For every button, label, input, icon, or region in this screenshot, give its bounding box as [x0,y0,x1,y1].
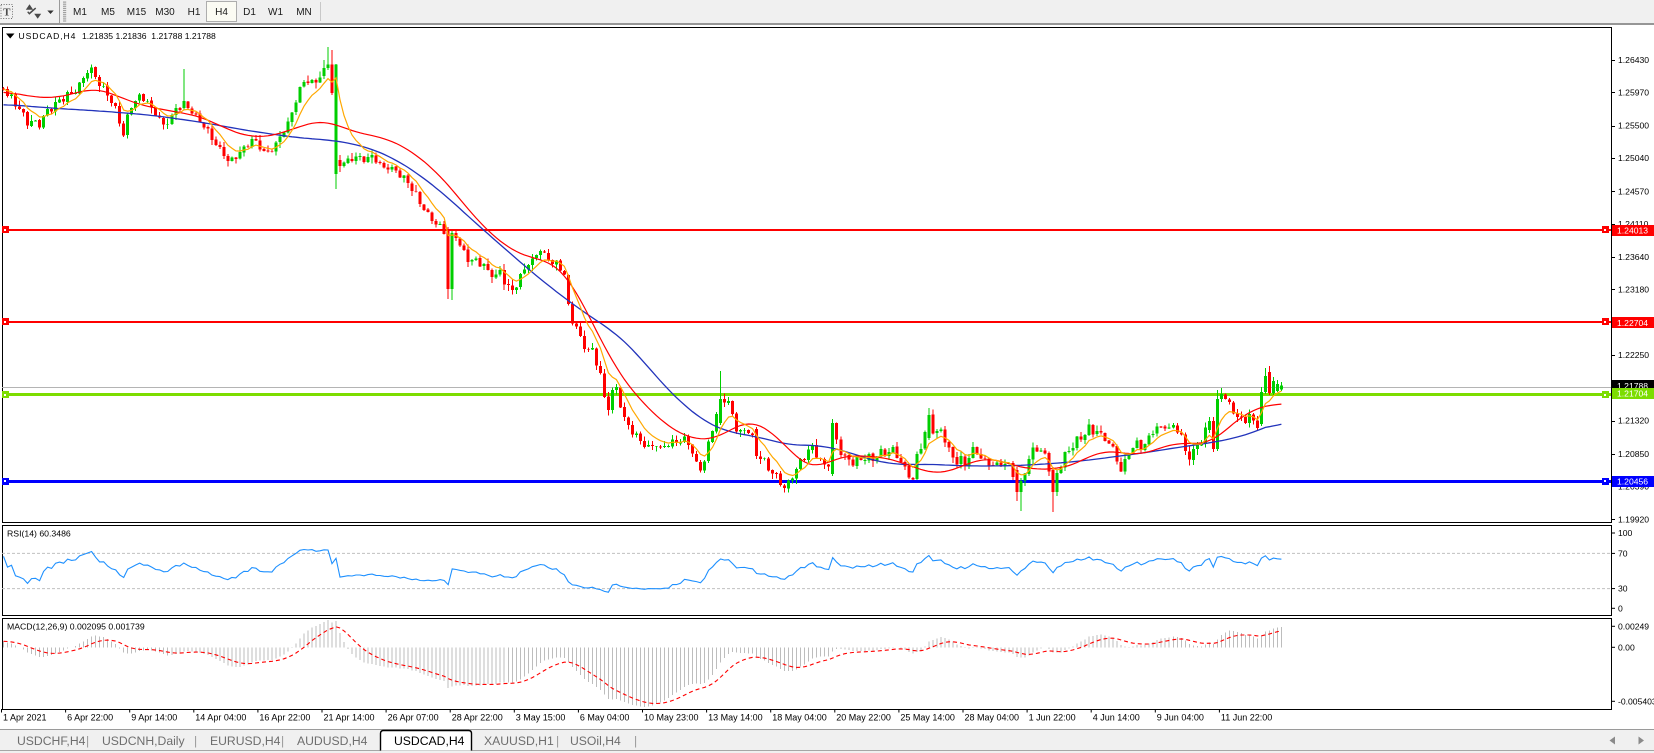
svg-text:USDCAD,H4: USDCAD,H4 [19,31,77,41]
svg-text:11 Jun 22:00: 11 Jun 22:00 [1221,713,1272,723]
svg-text:70: 70 [1618,549,1628,559]
svg-text:1.21320: 1.21320 [1618,416,1649,426]
svg-text:1.21788: 1.21788 [1617,381,1648,391]
svg-text:3 May 15:00: 3 May 15:00 [516,713,566,723]
svg-text:XAUUSD,H1: XAUUSD,H1 [484,734,554,748]
svg-text:1.23640: 1.23640 [1618,252,1649,262]
svg-text:1.25500: 1.25500 [1618,121,1649,131]
svg-text:AUDUSD,H4: AUDUSD,H4 [297,734,368,748]
svg-text:|: | [556,734,559,748]
svg-text:|: | [281,734,284,748]
svg-text:USDCNH,Daily: USDCNH,Daily [102,734,186,748]
svg-text:26 Apr 07:00: 26 Apr 07:00 [388,713,439,723]
svg-text:10 May 23:00: 10 May 23:00 [644,713,699,723]
svg-text:0.00: 0.00 [1618,642,1635,652]
svg-text:|: | [194,734,197,748]
svg-text:9 Apr 14:00: 9 Apr 14:00 [131,713,177,723]
svg-text:M15: M15 [127,7,147,18]
svg-text:H1: H1 [188,7,201,18]
svg-text:USDCAD,H4: USDCAD,H4 [394,734,465,748]
svg-text:1.24013: 1.24013 [1617,226,1648,236]
svg-text:1.22704: 1.22704 [1617,318,1648,328]
svg-text:T: T [3,7,11,19]
svg-text:USOil,H4: USOil,H4 [570,734,621,748]
svg-text:20 May 22:00: 20 May 22:00 [836,713,891,723]
svg-text:6 May 04:00: 6 May 04:00 [580,713,630,723]
svg-text:|: | [86,734,89,748]
svg-text:25 May 14:00: 25 May 14:00 [900,713,955,723]
svg-text:1.22250: 1.22250 [1618,350,1649,360]
svg-text:0: 0 [1618,603,1623,613]
svg-text:MACD(12,26,9) 0.002095 0.00173: MACD(12,26,9) 0.002095 0.001739 [7,622,145,632]
svg-text:H4: H4 [215,7,228,18]
svg-text:1.20456: 1.20456 [1617,477,1648,487]
svg-text:21 Apr 14:00: 21 Apr 14:00 [324,713,375,723]
svg-text:6 Apr 22:00: 6 Apr 22:00 [67,713,113,723]
svg-text:16 Apr 22:00: 16 Apr 22:00 [259,713,310,723]
svg-text:EURUSD,H4: EURUSD,H4 [210,734,281,748]
svg-text:18 May 04:00: 18 May 04:00 [772,713,827,723]
svg-text:0.00249: 0.00249 [1618,621,1649,631]
svg-text:1.23180: 1.23180 [1618,284,1649,294]
svg-text:W1: W1 [268,7,283,18]
svg-text:|: | [634,734,637,748]
svg-text:4 Jun 14:00: 4 Jun 14:00 [1093,713,1140,723]
svg-text:1.25970: 1.25970 [1618,87,1649,97]
svg-text:M5: M5 [101,7,115,18]
svg-text:1.21704: 1.21704 [1617,389,1648,399]
svg-text:M1: M1 [73,7,87,18]
svg-text:100: 100 [1618,528,1633,538]
svg-text:1.21835 1.21836 1.21788 1.217: 1.21835 1.21836 1.21788 1.21788 [82,31,216,41]
svg-text:1.25040: 1.25040 [1618,153,1649,163]
svg-text:1 Apr 2021: 1 Apr 2021 [3,713,47,723]
svg-text:28 Apr 22:00: 28 Apr 22:00 [452,713,503,723]
svg-text:-0.005403: -0.005403 [1618,696,1654,706]
svg-text:1.20850: 1.20850 [1618,449,1649,459]
svg-text:14 Apr 04:00: 14 Apr 04:00 [195,713,246,723]
svg-text:30: 30 [1618,584,1628,594]
svg-text:13 May 14:00: 13 May 14:00 [708,713,763,723]
svg-text:1.24110: 1.24110 [1618,219,1649,229]
svg-text:MN: MN [296,7,312,18]
svg-text:1.19920: 1.19920 [1618,515,1649,525]
svg-text:28 May 04:00: 28 May 04:00 [965,713,1020,723]
svg-text:1.26430: 1.26430 [1618,55,1649,65]
svg-text:1.24570: 1.24570 [1618,186,1649,196]
svg-text:USDCHF,H4: USDCHF,H4 [17,734,86,748]
svg-text:RSI(14) 60.3486: RSI(14) 60.3486 [7,529,71,539]
svg-text:D1: D1 [243,7,256,18]
svg-text:1 Jun 22:00: 1 Jun 22:00 [1029,713,1076,723]
svg-text:M30: M30 [155,7,175,18]
svg-text:9 Jun 04:00: 9 Jun 04:00 [1157,713,1204,723]
